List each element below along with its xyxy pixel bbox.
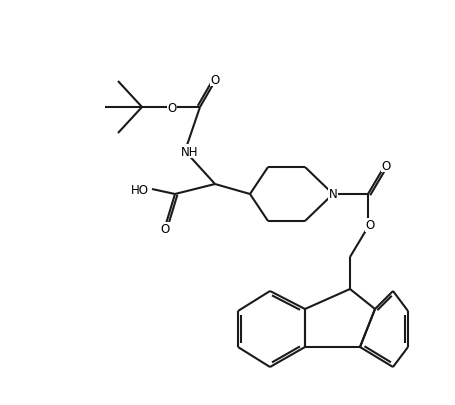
Text: O: O [167,101,176,114]
Text: O: O [160,223,169,236]
Text: O: O [364,219,374,232]
Text: N: N [328,188,337,201]
Text: O: O [210,73,219,86]
Text: HO: HO [131,183,149,196]
Text: O: O [380,159,390,172]
Text: NH: NH [181,145,198,158]
